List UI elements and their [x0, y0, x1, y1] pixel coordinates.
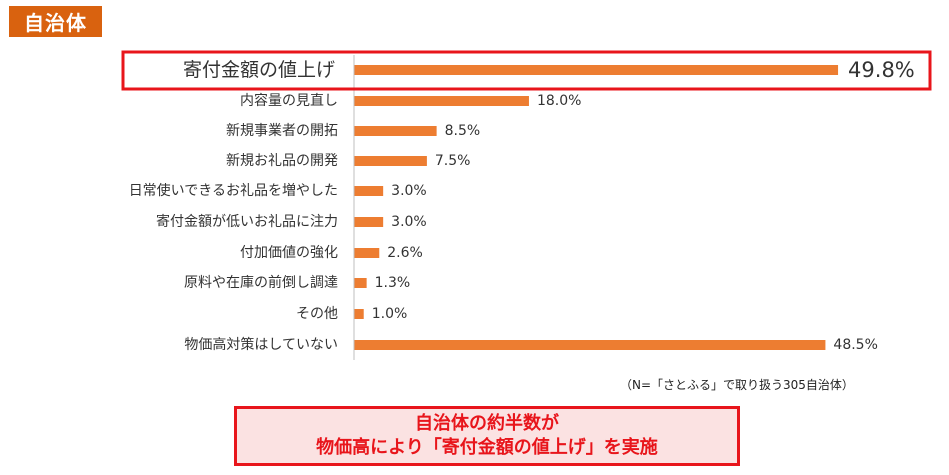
category-label: 物価高対策はしていない: [184, 336, 338, 353]
value-label: 1.0%: [372, 306, 408, 322]
value-label: 48.5%: [833, 337, 877, 353]
bar: [354, 278, 367, 288]
bar: [354, 156, 427, 166]
bar: [354, 248, 380, 258]
category-label: 内容量の見直し: [240, 92, 338, 109]
bar: [354, 126, 437, 136]
category-label: 原料や在庫の前倒し調達: [184, 274, 338, 291]
bar: [354, 186, 384, 196]
value-label: 18.0%: [537, 93, 581, 109]
bar-chart: 寄付金額の値上げ内容量の見直し新規事業者の開拓新規お礼品の開発日常使いできるお礼…: [121, 50, 932, 360]
highlight-box: [121, 50, 932, 91]
value-label: 8.5%: [445, 123, 481, 139]
bar: [354, 309, 364, 319]
category-label: 付加価値の強化: [240, 245, 338, 261]
callout-line-2: 物価高により「寄付金額の値上げ」を実施: [316, 437, 658, 458]
category-label: 日常使いできるお礼品を増やした: [129, 182, 338, 199]
callout-line-1: 自治体の約半数が: [415, 413, 559, 434]
bar: [354, 65, 839, 75]
category-label: 新規お礼品の開発: [226, 153, 338, 169]
category-label: 新規事業者の開拓: [226, 123, 338, 139]
value-label: 1.3%: [375, 275, 411, 291]
value-labels: 49.8% 18.0% 8.5% 7.5% 3.0% 3.0% 2.6% 1.3% 1.0% 48…: [372, 58, 915, 353]
category-label: その他: [296, 306, 338, 322]
value-label: 3.0%: [391, 214, 427, 230]
bar: [354, 96, 529, 106]
sample-note: （N=「さとふる」で取り扱う305自治体）: [620, 378, 854, 392]
category-label: 寄付金額が低いお礼品に注力: [156, 213, 338, 230]
category-tag: 自治体: [9, 6, 102, 37]
bar: [354, 217, 384, 227]
bar: [354, 340, 826, 350]
value-label: 2.6%: [387, 245, 423, 261]
value-label: 3.0%: [391, 183, 427, 199]
value-label: 49.8%: [848, 58, 915, 82]
category-labels: 寄付金額の値上げ内容量の見直し新規事業者の開拓新規お礼品の開発日常使いできるお礼…: [129, 59, 338, 353]
category-label: 寄付金額の値上げ: [183, 59, 335, 81]
value-label: 7.5%: [435, 153, 471, 169]
callout-box: 自治体の約半数が 物価高により「寄付金額の値上げ」を実施: [234, 406, 740, 466]
bars: [354, 65, 839, 350]
